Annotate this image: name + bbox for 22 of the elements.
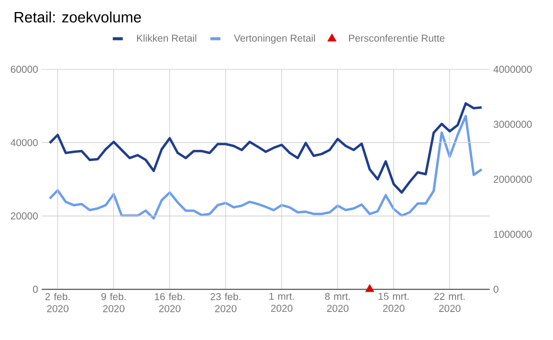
y-tick-label: 60000 <box>10 66 38 73</box>
chart-title: Retail: zoekvolume <box>14 11 141 22</box>
y-tick-label: 40000 <box>10 139 38 146</box>
y2-tick-label: 4000000 <box>493 66 532 73</box>
x-tick-label: 8 mrt. 2020 <box>325 292 350 312</box>
x-tick-label: 22 mrt. 2020 <box>434 292 465 312</box>
x-tick-label: 9 feb. 2020 <box>101 292 126 312</box>
x-tick-label: 15 mrt. 2020 <box>378 292 409 312</box>
legend-label: Vertoningen Retail <box>234 34 315 44</box>
y2-tick-label: 1000000 <box>494 230 532 238</box>
line-series <box>48 102 483 194</box>
y-tick-label: 20000 <box>10 212 38 220</box>
legend-label: Persconferentie Rutte <box>349 34 445 42</box>
x-tick-label: 1 mrt. 2020 <box>269 292 294 312</box>
y2-tick-label: 0 <box>494 286 498 293</box>
x-tick-label: 2 feb. 2020 <box>45 292 70 312</box>
x-tick-label: 16 feb. 2020 <box>154 292 184 312</box>
x-tick-label: 23 feb. 2020 <box>210 292 240 312</box>
y-tick-label: 0 <box>33 286 38 293</box>
legend-label: Klikken Retail <box>137 34 196 42</box>
y2-tick-label: 3000000 <box>494 120 532 128</box>
y2-tick-label: 2000000 <box>494 176 532 183</box>
